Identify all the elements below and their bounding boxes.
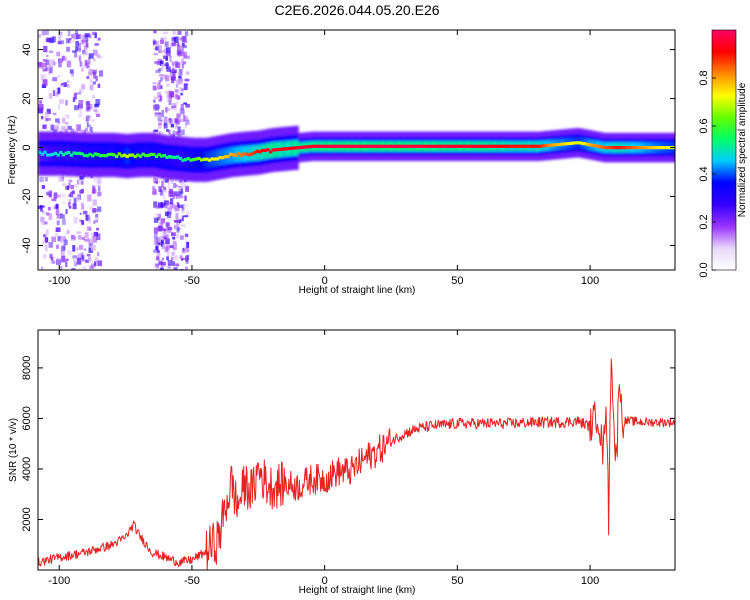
snr-series-line	[38, 358, 675, 570]
colorbar-ticks: 0.0 0.2 0.4 0.6 0.8	[698, 70, 716, 278]
colorbar-tick-label: 0.4	[698, 166, 710, 181]
spectrogram-x-tick-label: 100	[581, 275, 599, 287]
colorbar-tick-label: 0.8	[698, 70, 710, 85]
spectrogram-x-tick-label: -100	[48, 275, 70, 287]
snr-y-tick-label: 4000	[21, 457, 33, 481]
spectrogram-y-tick-label: 40	[21, 43, 33, 55]
colorbar-bar	[711, 29, 737, 271]
spectrogram-x-tick-label: -50	[184, 275, 200, 287]
spectrogram-y-tick-label: 0	[21, 144, 33, 150]
snr-x-axis: -100 -50 0 50 100	[48, 330, 599, 587]
spectrogram-y-label: Frequency (Hz)	[7, 116, 18, 185]
snr-x-tick-label: 100	[581, 575, 599, 587]
snr-panel: -100 -50 0 50 100 2000 4000 6000 8000 Height of…	[8, 329, 676, 596]
spectrogram-x-axis: -100 -50 0 50 100	[48, 30, 599, 287]
colorbar-label: Normalized spectral amplitude	[737, 82, 748, 217]
spectrogram-x-tick-label: 0	[322, 275, 328, 287]
snr-y-tick-label: 6000	[21, 406, 33, 430]
spectrogram-y-tick-label: -40	[21, 238, 33, 254]
snr-y-label: SNR (10 * v/v)	[8, 418, 19, 482]
spectrogram-y-axis: -40 -20 0 20 40	[21, 43, 675, 253]
colorbar-tick-label: 0.6	[698, 118, 710, 133]
snr-x-label: Height of straight line (km)	[299, 585, 416, 596]
snr-x-tick-label: 0	[322, 575, 328, 587]
snr-y-axis: 2000 4000 6000 8000	[21, 356, 675, 532]
colorbar-tick-label: 0.0	[698, 262, 710, 277]
spectrogram-frame	[37, 29, 676, 271]
snr-plot-area	[38, 330, 675, 570]
spectrogram-x-label: Height of straight line (km)	[299, 285, 416, 296]
spectrogram-panel: -100 -50 0 50 100 -40 -20 0 20 40 Height of stra…	[7, 29, 676, 296]
snr-y-tick-label: 8000	[21, 356, 33, 380]
figure-title: C2E6.2026.044.05.20.E26	[274, 2, 439, 18]
snr-frame	[37, 329, 676, 571]
snr-x-tick-label: -50	[184, 575, 200, 587]
snr-y-tick-label: 2000	[21, 507, 33, 531]
snr-x-tick-label: 50	[451, 575, 463, 587]
heatmap-ridge-layer	[38, 125, 675, 182]
colorbar: 0.0 0.2 0.4 0.6 0.8 Normalized spectral ampl…	[698, 29, 748, 278]
spectrogram-x-tick-label: 50	[451, 275, 463, 287]
spectrogram-y-tick-label: 20	[21, 92, 33, 104]
spectrogram-y-tick-label: -20	[21, 189, 33, 205]
colorbar-tick-label: 0.2	[698, 214, 710, 229]
snr-x-tick-label: -100	[48, 575, 70, 587]
